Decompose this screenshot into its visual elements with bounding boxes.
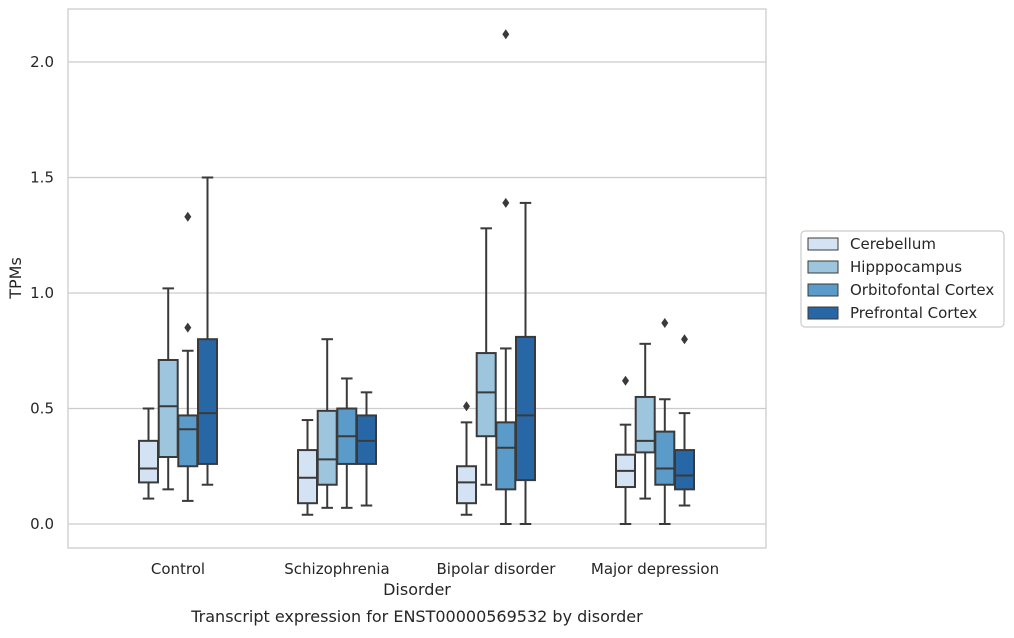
box-iqr (157, 358, 179, 459)
box-group (316, 338, 338, 509)
box-group (336, 377, 358, 509)
box-group (674, 334, 695, 507)
outlier-point (661, 318, 669, 329)
box-iqr (297, 449, 318, 505)
box-iqr (177, 414, 199, 468)
box-iqr (674, 449, 695, 491)
box-iqr (654, 430, 676, 486)
legend: Cerebellum Hipppocampus Orbitofontal Corte… (800, 230, 1005, 328)
y-tick-label: 2.0 (30, 53, 54, 71)
x-tick-label: Schizophrenia (284, 560, 389, 578)
legend-swatch (807, 237, 839, 251)
legend-box (800, 230, 1005, 328)
x-tick-label: Control (151, 560, 205, 578)
legend-label: Prefrontal Cortex (850, 304, 977, 322)
box-iqr (197, 338, 218, 465)
y-tick-label: 1.0 (30, 284, 54, 302)
box-group (615, 375, 636, 525)
box-iqr (356, 414, 377, 465)
box-group (456, 401, 477, 516)
x-tick-labels: Control Schizophrenia Bipolar disorder Majo… (151, 560, 719, 578)
box-group (634, 342, 656, 500)
legend-label: Hipppocampus (850, 258, 962, 276)
y-tick-label: 0.0 (30, 515, 54, 533)
box-group (138, 407, 159, 500)
box-iqr (475, 352, 497, 438)
box-iqr (495, 421, 517, 491)
outlier-point (502, 29, 510, 40)
box-group (495, 29, 517, 525)
y-axis-title: TPMs (6, 257, 25, 300)
box-group (654, 318, 676, 525)
outlier-point (622, 375, 629, 386)
box-group (197, 176, 218, 486)
box-group (356, 391, 377, 507)
box-iqr (316, 409, 338, 486)
outlier-point (502, 197, 510, 208)
box-group (177, 211, 199, 502)
legend-swatch (807, 260, 839, 274)
box-iqr (138, 439, 159, 484)
outlier-point (681, 334, 688, 345)
y-tick-label: 1.5 (30, 169, 54, 187)
y-tick-label: 0.5 (30, 400, 54, 418)
x-tick-label: Bipolar disorder (437, 560, 557, 578)
legend-swatch (807, 283, 839, 297)
box-iqr (515, 335, 536, 482)
x-tick-label: Major depression (591, 560, 719, 578)
legend-label: Cerebellum (850, 235, 936, 253)
box-group (297, 419, 318, 516)
legend-swatch (807, 306, 839, 320)
box-group (157, 287, 179, 491)
figure-caption: Transcript expression for ENST0000056953… (190, 607, 643, 626)
x-axis-title: Disorder (383, 580, 451, 599)
plot-frame (67, 8, 767, 549)
box-iqr (634, 395, 656, 454)
box-group (475, 227, 497, 486)
boxes (138, 29, 695, 525)
outlier-point (184, 211, 192, 222)
box-iqr (456, 465, 477, 505)
outlier-point (184, 322, 192, 333)
box-group (515, 201, 536, 525)
y-tick-labels: 0.0 0.5 1.0 1.5 2.0 (30, 53, 54, 533)
legend-label: Orbitofontal Cortex (850, 281, 994, 299)
outlier-point (463, 401, 470, 412)
